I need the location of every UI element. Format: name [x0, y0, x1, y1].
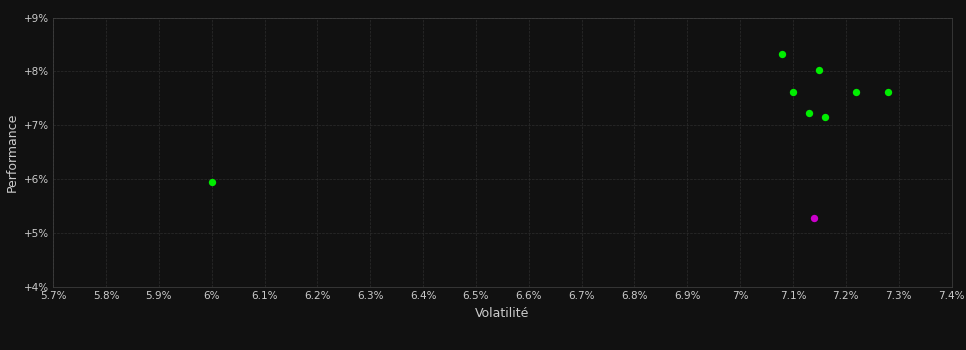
X-axis label: Volatilité: Volatilité: [475, 307, 529, 320]
Point: [785, 89, 801, 95]
Point: [880, 89, 895, 95]
Y-axis label: Performance: Performance: [5, 113, 18, 192]
Point: [807, 215, 822, 221]
Point: [801, 111, 816, 116]
Point: [811, 68, 827, 73]
Point: [775, 51, 790, 57]
Point: [849, 89, 865, 95]
Point: [204, 179, 219, 185]
Point: [817, 114, 833, 120]
